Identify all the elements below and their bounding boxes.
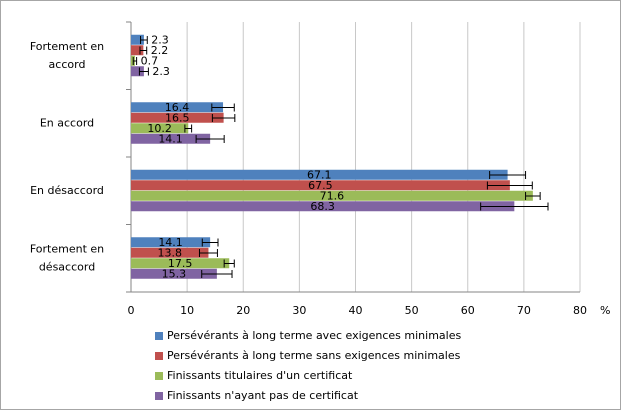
data-label: 71.6 [320, 190, 345, 203]
error-bar [138, 67, 149, 76]
bar [131, 34, 144, 45]
legend-label: Persévérants à long terme avec exigences… [167, 329, 461, 342]
data-label: 67.1 [307, 169, 332, 182]
data-label: 2.2 [151, 44, 169, 57]
data-label: 16.5 [165, 112, 190, 125]
bar [131, 258, 230, 269]
bar [131, 169, 508, 180]
data-label: 0.7 [141, 55, 159, 68]
bar [131, 123, 189, 134]
x-tick-label: 50 [405, 304, 419, 317]
x-tick-label: 60 [461, 304, 475, 317]
error-bar [195, 135, 225, 143]
bar [131, 133, 211, 144]
legend-swatch [155, 392, 163, 400]
bar [131, 66, 144, 77]
x-axis-unit: % [600, 304, 610, 317]
error-bar [198, 249, 218, 257]
error-bar [525, 192, 541, 200]
bar [131, 247, 209, 258]
error-bar [211, 103, 235, 112]
error-bar [184, 124, 193, 133]
x-tick-label: 70 [517, 304, 531, 317]
y-tick-label: Fortement en désaccord [30, 242, 104, 273]
bar [131, 190, 533, 201]
legend-label: Persévérants à long terme sans exigences… [167, 349, 461, 362]
y-tick-label: Fortement en accord [30, 40, 104, 71]
data-label: 2.3 [151, 34, 169, 47]
y-tick-label: En désaccord [30, 184, 104, 197]
bar [131, 237, 211, 248]
legend-swatch [155, 332, 163, 340]
error-bar [201, 270, 233, 278]
bar [131, 180, 510, 191]
bar [131, 45, 144, 56]
bar [131, 268, 217, 279]
bar [131, 112, 224, 123]
legend-swatch [155, 372, 163, 380]
y-tick-label: En accord [40, 116, 94, 129]
error-bar [223, 259, 235, 268]
error-bar [211, 114, 236, 122]
error-bar [139, 46, 148, 55]
data-label: 14.1 [158, 236, 183, 249]
error-bar [140, 36, 148, 44]
legend-swatch [155, 352, 163, 360]
bar [131, 102, 224, 113]
data-label: 15.3 [162, 268, 187, 281]
error-bar [489, 171, 527, 179]
x-tick-label: 20 [236, 304, 250, 317]
x-tick-label: 30 [292, 304, 306, 317]
data-label: 2.3 [152, 65, 170, 78]
data-label: 68.3 [310, 200, 335, 213]
data-label: 14.1 [158, 133, 183, 146]
data-label: 17.5 [168, 257, 193, 270]
x-tick-label: 80 [573, 304, 587, 317]
error-bar [201, 238, 219, 247]
legend-label: Finissants n'ayant pas de certificat [167, 389, 359, 402]
data-label: 67.5 [308, 179, 333, 192]
data-label: 10.2 [147, 122, 172, 135]
bar [131, 201, 515, 212]
error-bar [486, 181, 533, 190]
data-label: 13.8 [157, 247, 182, 260]
data-label: 16.4 [165, 101, 190, 114]
x-tick-label: 10 [180, 304, 194, 317]
legend-label: Finissants titulaires d'un certificat [167, 369, 353, 382]
x-tick-label: 40 [349, 304, 363, 317]
x-tick-label: 0 [128, 304, 135, 317]
error-bar [132, 57, 138, 65]
error-bar [480, 202, 549, 211]
